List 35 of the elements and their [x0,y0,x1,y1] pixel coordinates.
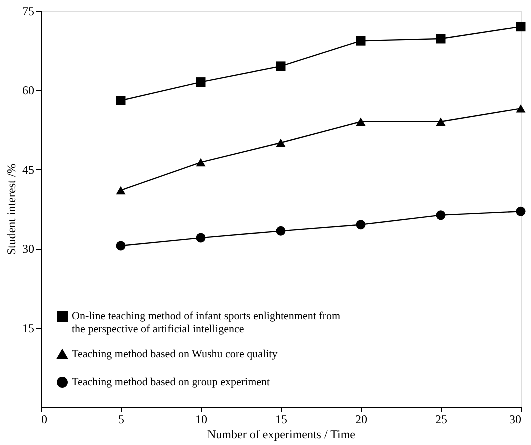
y-axis-title: Student interest /% [4,164,18,256]
point [276,226,286,236]
x-axis-title: Number of experiments / Time [208,428,356,442]
x-tick-label: 20 [356,412,368,426]
y-tick-label: 15 [22,321,34,336]
legend-label: Teaching method based on group experiment [72,376,270,388]
y-tick-label: 30 [22,242,34,256]
point [436,34,446,44]
point [116,96,126,106]
x-tick-label: 10 [196,412,208,426]
legend-label: On-line teaching method of infant sports enlightenment from the perspective of artificial intelligence [72,310,341,336]
point [356,118,366,126]
point [356,220,366,230]
point [516,104,526,113]
point [116,241,126,251]
point [276,62,286,72]
x-tick-label: 15 [276,412,288,426]
point [276,138,286,148]
point [356,36,366,46]
point [196,158,206,167]
point [196,78,206,88]
point [436,118,446,126]
point [116,186,126,195]
point [196,233,206,243]
x-tick-label: 5 [118,412,124,426]
point [436,210,446,220]
y-tick-label: 75 [22,4,34,18]
x-tick-label: 0 [42,412,48,426]
x-tick-label: 30 [510,412,522,426]
x-tick-label: 25 [436,412,448,426]
y-tick-label: 45 [22,162,34,177]
point [516,206,526,216]
legend-label: Teaching method based on Wushu core quality [72,348,278,360]
point [516,22,526,32]
y-tick-label: 60 [22,84,34,98]
